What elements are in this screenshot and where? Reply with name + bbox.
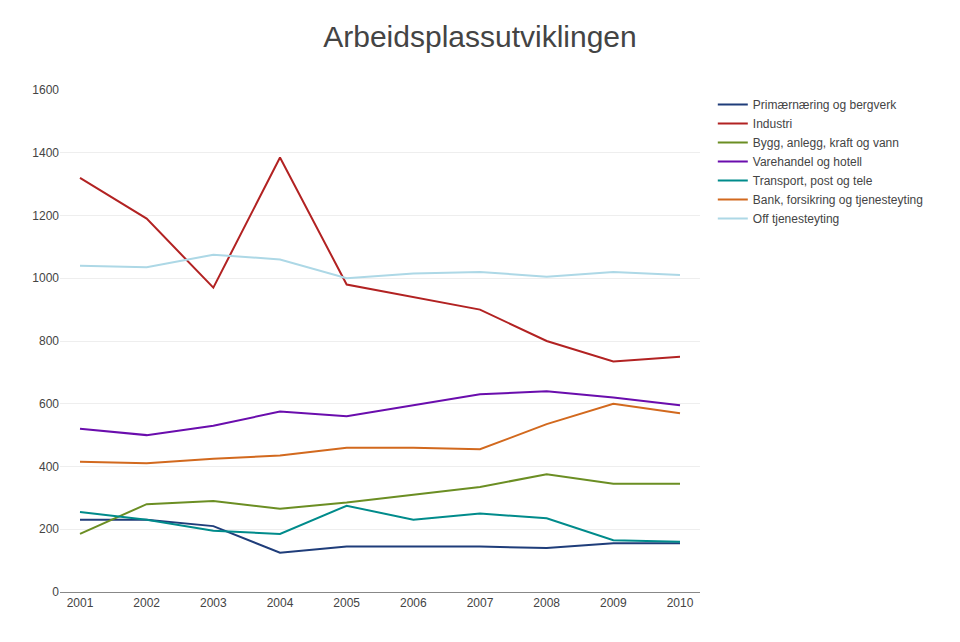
svg-text:600: 600 <box>39 397 59 411</box>
svg-text:2008: 2008 <box>533 596 560 610</box>
svg-text:Primærnæring og bergverk: Primærnæring og bergverk <box>753 98 897 112</box>
svg-text:2010: 2010 <box>667 596 694 610</box>
svg-text:2003: 2003 <box>200 596 227 610</box>
svg-text:Bank, forsikring og tjenesteyt: Bank, forsikring og tjenesteyting <box>753 193 923 207</box>
svg-text:200: 200 <box>39 522 59 536</box>
svg-text:2009: 2009 <box>600 596 627 610</box>
svg-text:2004: 2004 <box>267 596 294 610</box>
svg-text:2002: 2002 <box>133 596 160 610</box>
svg-text:Off tjenesteyting: Off tjenesteyting <box>753 212 840 226</box>
svg-text:2006: 2006 <box>400 596 427 610</box>
svg-text:2005: 2005 <box>333 596 360 610</box>
svg-text:1600: 1600 <box>32 83 59 97</box>
svg-text:Transport, post og tele: Transport, post og tele <box>753 174 873 188</box>
svg-text:2001: 2001 <box>67 596 94 610</box>
svg-text:2007: 2007 <box>467 596 494 610</box>
svg-text:Varehandel og hotell: Varehandel og hotell <box>753 155 862 169</box>
svg-text:Industri: Industri <box>753 117 792 131</box>
svg-text:Bygg, anlegg, kraft og vann: Bygg, anlegg, kraft og vann <box>753 136 899 150</box>
svg-text:1200: 1200 <box>32 209 59 223</box>
svg-text:Arbeidsplassutviklingen: Arbeidsplassutviklingen <box>323 20 637 53</box>
svg-text:1400: 1400 <box>32 146 59 160</box>
svg-text:0: 0 <box>52 585 59 599</box>
svg-text:800: 800 <box>39 334 59 348</box>
svg-text:400: 400 <box>39 460 59 474</box>
svg-text:1000: 1000 <box>32 271 59 285</box>
